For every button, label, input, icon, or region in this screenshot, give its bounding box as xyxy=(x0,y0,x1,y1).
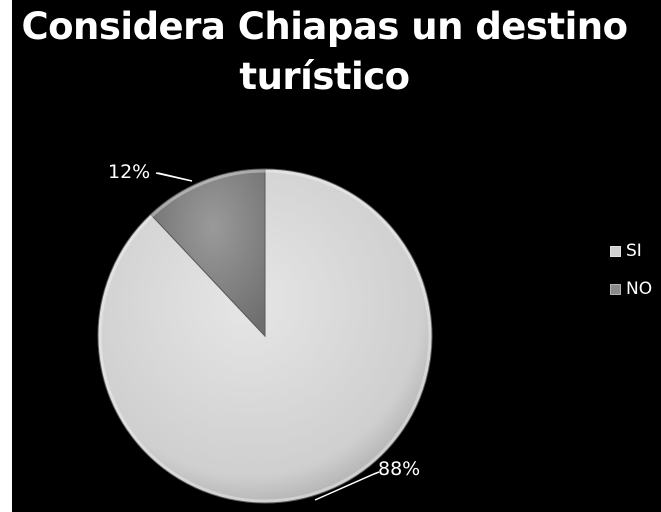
pie-slice-no xyxy=(149,168,266,338)
legend-swatch-si xyxy=(610,245,621,257)
leader-line-si xyxy=(314,471,380,501)
data-label-si: 88% xyxy=(378,458,420,480)
label-layer: 88% 12% xyxy=(108,161,420,480)
legend-label-no: NO xyxy=(626,279,653,299)
legend-item-no: NO xyxy=(610,270,661,308)
legend-label-si: SI xyxy=(626,241,642,261)
chart-title: Considera Chiapas un destino turístico xyxy=(21,5,628,98)
legend-item-si: SI xyxy=(610,232,661,270)
pie-chart: 88% 12% xyxy=(97,161,433,504)
pie-layer xyxy=(97,168,433,504)
data-label-no: 12% xyxy=(108,161,150,183)
pie-bevel xyxy=(98,169,432,503)
legend: SI NO xyxy=(610,232,661,308)
chart-frame: Considera Chiapas un destino turístico 8… xyxy=(12,0,661,512)
leader-line-no xyxy=(155,172,193,182)
legend-swatch-no xyxy=(610,283,621,295)
leader-layer xyxy=(155,172,380,501)
